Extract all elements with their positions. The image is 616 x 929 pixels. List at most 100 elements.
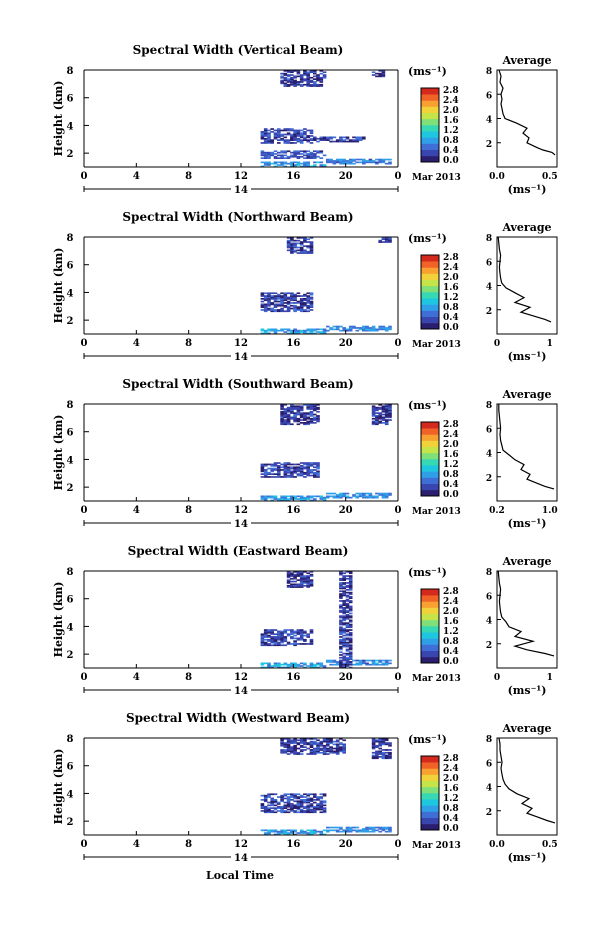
heatmap-cell: [260, 309, 265, 311]
heatmap-cell: [293, 242, 297, 245]
heatmap-cell: [296, 793, 301, 796]
heatmap-cell: [286, 749, 291, 751]
heatmap-cell: [339, 651, 343, 654]
heatmap-cell: [313, 747, 317, 750]
heatmap-cell: [381, 241, 386, 243]
heatmap-cell: [280, 633, 284, 636]
colorbar-tick-label: 1.2: [443, 794, 459, 804]
heatmap-cell: [319, 137, 324, 140]
colorbar: 0.00.40.81.21.62.02.42.8: [420, 754, 459, 834]
heatmap-cell: [384, 756, 389, 758]
heatmap-cell: [313, 417, 317, 420]
heatmap-cell: [263, 309, 268, 311]
heatmap-cell: [280, 751, 284, 754]
heatmap-cell: [303, 471, 307, 474]
heatmap-cell: [293, 575, 297, 577]
heatmap-cell: [303, 332, 307, 335]
y-axis-label: Height (km): [52, 81, 65, 157]
heatmap-cell: [263, 303, 268, 306]
heatmap-cell: [299, 243, 304, 246]
heatmap-cell: [270, 131, 274, 133]
heatmap-cell: [290, 302, 294, 304]
heatmap-cell: [322, 496, 327, 499]
heatmap-cell: [348, 589, 353, 591]
heatmap-cell: [306, 406, 310, 409]
heatmap-cell: [319, 743, 324, 746]
heatmap-cell: [378, 420, 382, 423]
heatmap-cell: [384, 409, 389, 412]
heatmap-cell: [306, 801, 310, 804]
heatmap-cell: [339, 595, 343, 598]
heatmap-cell: [378, 826, 382, 829]
heatmap-cell: [283, 128, 288, 130]
heatmap-cell: [362, 328, 366, 331]
heatmap-cell: [290, 164, 294, 166]
heatmap-cell: [319, 151, 324, 154]
heatmap-cell: [316, 495, 320, 498]
heatmap-cell: [375, 659, 379, 662]
heatmap-cell: [263, 131, 268, 133]
colorbar-tick-label: 0.0: [443, 657, 459, 667]
heatmap-cell: [283, 151, 288, 154]
heatmap-cell: [348, 634, 353, 637]
heatmap-cell: [273, 811, 278, 814]
heatmap-cell: [286, 419, 291, 421]
heatmap-cell: [290, 804, 294, 807]
heatmap-cell: [290, 629, 294, 631]
heatmap-cell: [303, 579, 307, 581]
heatmap-cell: [384, 663, 389, 666]
colorbar-band: [421, 112, 439, 120]
heatmap-cell: [303, 807, 307, 809]
heatmap-cell: [270, 470, 274, 473]
heatmap-cell: [319, 796, 324, 798]
heatmap-cell: [375, 746, 379, 748]
heatmap-cell: [299, 300, 304, 303]
colorbar-band: [421, 589, 439, 596]
average-y-tick-label: 4: [486, 617, 492, 627]
heatmap-cell: [303, 154, 307, 157]
heatmap-cell: [299, 467, 304, 470]
heatmap-cell: [309, 829, 314, 832]
heatmap-cell: [267, 298, 271, 300]
heatmap-cell: [286, 666, 291, 669]
heatmap-cell: [299, 744, 304, 747]
heatmap-cell: [306, 584, 310, 587]
heatmap-cell: [277, 810, 281, 812]
heatmap-cell: [293, 800, 297, 803]
heatmap-cell: [293, 245, 297, 247]
heatmap-cell: [322, 137, 327, 140]
heatmap-cell: [319, 747, 324, 750]
heatmap-cell: [270, 803, 274, 805]
heatmap-cell: [270, 476, 274, 478]
heatmap-cell: [339, 648, 343, 651]
heatmap-cell: [322, 810, 327, 812]
heatmap-cell: [348, 641, 353, 644]
heatmap-cell: [375, 161, 379, 164]
heatmap-cell: [384, 496, 389, 499]
heatmap-cell: [309, 833, 314, 836]
heatmap-cell: [260, 304, 265, 307]
heatmap-cell: [339, 643, 343, 645]
average-y-tick-label: 8: [486, 568, 492, 578]
heatmap-cell: [290, 76, 294, 79]
heatmap-cell: [293, 296, 297, 299]
heatmap-cell: [309, 419, 314, 421]
heatmap-cell: [345, 659, 350, 662]
heatmap-cell: [293, 476, 297, 478]
heatmap-cell: [286, 643, 291, 645]
heatmap-cell: [313, 413, 317, 416]
heatmap-cell: [263, 807, 268, 809]
heatmap-cell: [309, 805, 314, 808]
heatmap-cell: [270, 142, 274, 144]
heatmap-cell: [260, 157, 265, 159]
heatmap-cell: [309, 579, 314, 581]
heatmap-cell: [329, 746, 333, 748]
heatmap-cell: [332, 826, 337, 829]
heatmap-cell: [277, 830, 281, 833]
heatmap-cell: [270, 830, 274, 833]
average-x-tick-label: 0.5: [542, 840, 558, 850]
heatmap-cell: [263, 634, 268, 637]
heatmap-cell: [290, 476, 294, 478]
heatmap-cell: [316, 151, 320, 154]
